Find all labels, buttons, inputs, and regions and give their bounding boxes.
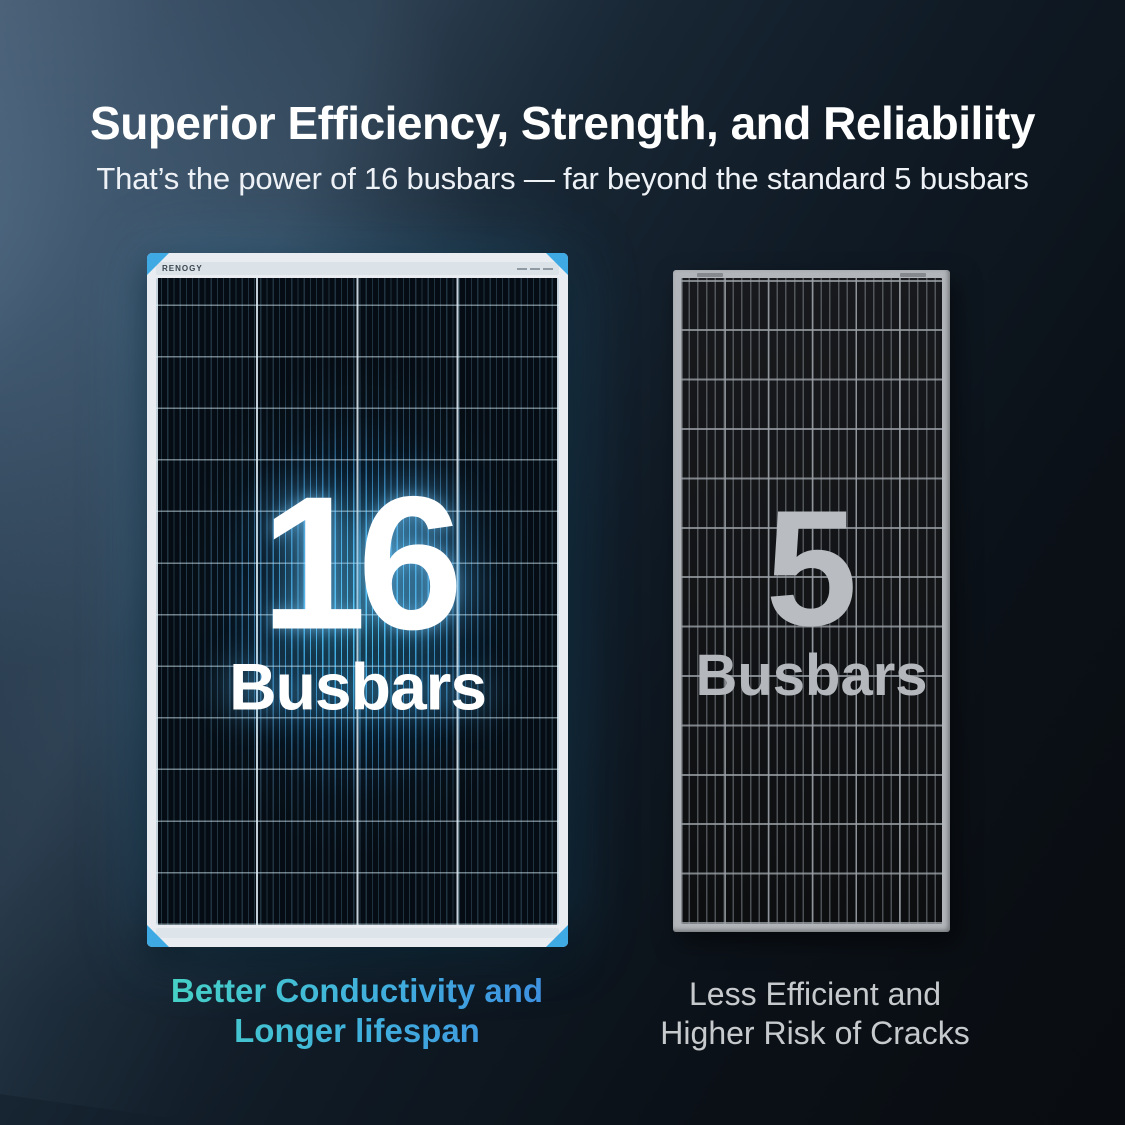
left-caption-line2: Longer lifespan [234, 1012, 480, 1049]
left-caption-line1: Better Conductivity and [170, 972, 544, 1009]
busbar-word-5: Busbars [695, 643, 928, 708]
panel-spec-marks [517, 267, 553, 270]
brand-label: RENOGY [162, 263, 203, 273]
panel-bottom-strip [156, 928, 559, 938]
busbar-count-5: 5 [765, 476, 858, 660]
right-caption-line2: Higher Risk of Cracks [660, 1015, 970, 1051]
solar-panel-16-busbars: RENOGY 16 Busbars [147, 253, 568, 947]
busbar-word-16: Busbars [228, 649, 487, 723]
panel-brand-strip: RENOGY [156, 262, 559, 275]
right-caption-line1: Less Efficient and [688, 976, 941, 1012]
mount-tab-icon [697, 273, 723, 277]
page-subtitle: That’s the power of 16 busbars — far bey… [96, 161, 1029, 196]
mount-tab-icon [900, 273, 926, 277]
panel-cell-grid-16: 16 Busbars [156, 278, 559, 925]
right-panel-caption: Less Efficient and Higher Risk of Cracks [605, 975, 1025, 1053]
left-panel-caption: Better Conductivity and Longer lifespan [117, 971, 597, 1051]
busbar-count-16: 16 [260, 457, 463, 669]
panel-cell-grid-5: 5 Busbars [681, 278, 942, 924]
busbar-count-label-16: 16 Busbars [156, 457, 559, 723]
page-title: Superior Efficiency, Strength, and Relia… [90, 97, 1035, 149]
solar-panel-5-busbars: 5 Busbars [673, 270, 950, 932]
busbar-count-label-5: 5 Busbars [681, 476, 942, 708]
